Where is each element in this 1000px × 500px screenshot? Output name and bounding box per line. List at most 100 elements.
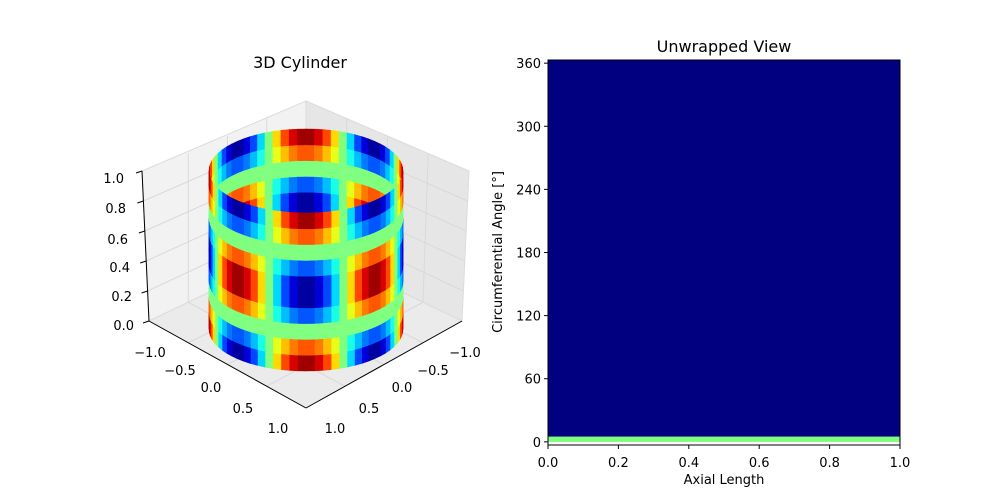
surface-patch — [231, 197, 238, 217]
surface-patch — [361, 313, 369, 333]
surface-patch — [272, 241, 282, 260]
surface-patch — [280, 274, 290, 292]
surface-patch — [237, 310, 244, 331]
surface-patch — [380, 143, 386, 164]
surface-patch — [272, 289, 282, 307]
surface-patch — [338, 271, 348, 290]
surface-patch — [338, 131, 348, 150]
surface-patch — [264, 271, 274, 290]
surface-patch — [322, 306, 332, 324]
surface-patch — [250, 150, 258, 169]
surface-patch — [243, 281, 251, 301]
surface-patch — [250, 181, 258, 201]
surface-patch — [231, 229, 238, 249]
surface-patch — [264, 162, 274, 181]
z-tick-label: 1.0 — [103, 172, 124, 187]
x-tick-label: 0.5 — [233, 402, 254, 417]
surface-patch — [361, 234, 369, 254]
surface-patch — [264, 178, 274, 197]
x-ticks: 0.0 0.2 0.4 0.6 0.8 1.0 — [538, 445, 911, 471]
surface-patch — [322, 321, 332, 340]
surface-patch — [280, 192, 290, 210]
x-tick-label: 0.4 — [678, 456, 699, 471]
surface-patch — [297, 212, 307, 230]
surface-patch — [264, 256, 274, 275]
surface-patch — [305, 191, 315, 209]
surface-patch — [361, 167, 369, 187]
heatmap-band — [548, 436, 900, 442]
surface-patch — [322, 211, 332, 229]
x-tick-label: 0.0 — [538, 456, 559, 471]
surface-patch — [330, 145, 340, 164]
surface-patch — [288, 227, 298, 245]
surface-patch — [214, 184, 219, 206]
surface-patch — [330, 336, 340, 355]
surface-patch — [231, 260, 238, 281]
x-tick-label: 1.0 — [890, 456, 911, 471]
surface-patch — [368, 138, 375, 158]
z-tick-labels: 0.0 0.2 0.4 0.6 0.8 1.0 — [103, 172, 134, 334]
surface-patch — [250, 347, 258, 366]
surface-patch — [322, 242, 332, 261]
y-axis-label: Circumferential Angle [°] — [491, 171, 506, 333]
surface-patch — [322, 258, 332, 276]
surface-patch — [297, 307, 307, 324]
surface-patch — [288, 322, 298, 340]
surface-patch — [314, 192, 324, 209]
surface-patch — [272, 193, 282, 211]
surface-patch — [305, 128, 315, 146]
surface-patch — [264, 208, 274, 227]
surface-patch — [330, 225, 340, 244]
surface-patch — [330, 304, 340, 323]
surface-patch — [354, 220, 362, 240]
surface-patch — [338, 319, 348, 338]
surface-patch — [280, 145, 290, 163]
surface-patch — [297, 291, 307, 309]
surface-patch — [217, 188, 223, 209]
y-axis-line — [305, 320, 463, 409]
surface-patch — [346, 222, 355, 242]
z-tick-label: 0.0 — [113, 319, 134, 334]
surface-patch — [288, 275, 298, 293]
surface-patch — [374, 292, 381, 312]
surface-patch — [264, 146, 274, 165]
surface-patch — [393, 152, 398, 174]
surface-patch — [361, 136, 369, 156]
surface-patch — [280, 160, 290, 179]
y-tick-label: 120 — [516, 310, 541, 325]
surface-patch — [374, 276, 381, 296]
surface-patch — [330, 289, 340, 307]
surface-patch — [243, 234, 251, 254]
surface-patch — [322, 160, 332, 179]
surface-patch — [243, 297, 251, 317]
surface-patch — [322, 192, 332, 210]
surface-patch — [231, 244, 238, 265]
surface-patch — [305, 275, 315, 293]
surface-patch — [330, 193, 340, 211]
surface-patch — [314, 128, 324, 146]
surface-patch — [280, 353, 290, 371]
surface-patch — [361, 218, 369, 238]
surface-patch — [346, 285, 355, 305]
surface-patch — [385, 146, 391, 167]
surface-patch — [231, 292, 238, 312]
surface-patch — [361, 344, 369, 364]
surface-patch — [221, 191, 227, 212]
surface-patch — [288, 259, 298, 277]
surface-patch — [354, 150, 362, 169]
y-tick-label: −1.0 — [449, 346, 481, 361]
surface-patch — [257, 206, 266, 226]
surface-patch — [250, 331, 258, 350]
surface-patch — [231, 339, 238, 360]
surface-patch — [361, 329, 369, 349]
surface-patch — [338, 224, 348, 243]
surface-patch — [374, 156, 381, 177]
surface-patch — [250, 134, 258, 153]
surface-patch — [368, 247, 375, 267]
x-tick-label: 0.6 — [749, 456, 770, 471]
surface-patch — [288, 354, 298, 372]
surface-patch — [217, 149, 223, 170]
surface-patch — [237, 154, 244, 174]
surface-patch — [346, 254, 355, 273]
surface-patch — [354, 236, 362, 256]
